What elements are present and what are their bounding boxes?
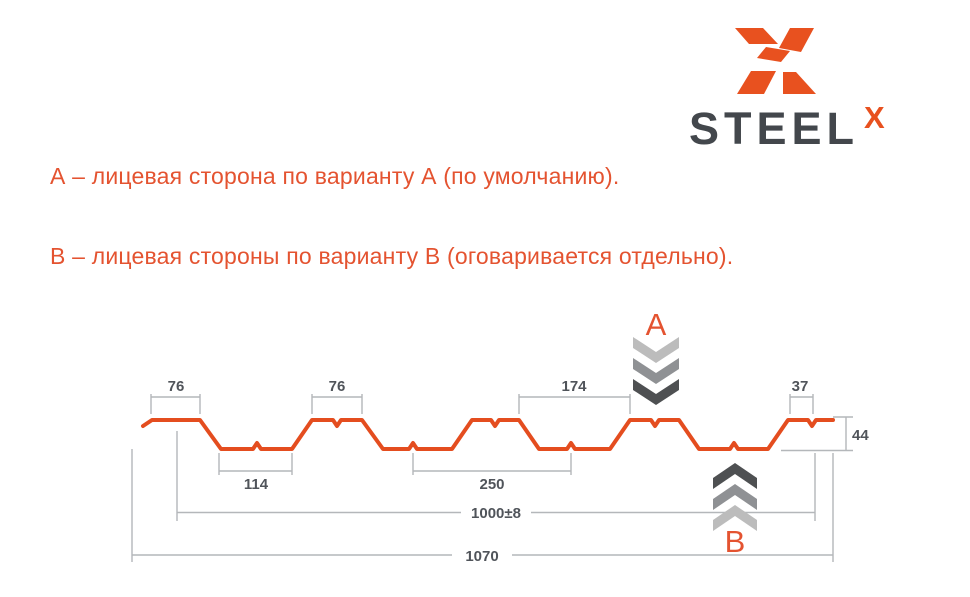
dim-valley: 114 bbox=[218, 453, 293, 493]
sheet-profile-outline bbox=[141, 418, 835, 451]
dim-pitch: 250 bbox=[412, 453, 572, 493]
variant-b-marker: В bbox=[713, 463, 757, 559]
variant-a-marker: А bbox=[633, 307, 679, 405]
dim-crest-mid: 76 bbox=[311, 378, 363, 414]
dim-crest-gap: 174 bbox=[518, 378, 631, 414]
brand-sup-x: X bbox=[864, 100, 885, 135]
variant-b-label: В bbox=[725, 524, 746, 559]
dim-label-valley: 114 bbox=[244, 476, 269, 493]
steelx-x-mark-icon bbox=[735, 28, 816, 94]
brand-name: STEEL bbox=[689, 103, 860, 154]
dim-label-crest-left: 76 bbox=[168, 378, 185, 395]
dim-label-edge-crest: 37 bbox=[792, 378, 809, 395]
variant-a-label: А bbox=[646, 307, 667, 342]
dim-height: 44 bbox=[781, 416, 869, 452]
dim-label-overall-width: 1070 bbox=[465, 548, 498, 565]
dim-label-crest-mid: 76 bbox=[329, 378, 346, 395]
dim-edge-crest: 37 bbox=[789, 378, 814, 414]
dim-overall-width: 1070 bbox=[131, 449, 834, 565]
dim-label-crest-gap: 174 bbox=[561, 378, 587, 395]
note-variant-a: А – лицевая сторона по варианту А (по ум… bbox=[50, 163, 620, 189]
note-variant-b: В – лицевая стороны по варианту В (огова… bbox=[50, 243, 734, 269]
variant-b-arrow-icon bbox=[713, 463, 757, 531]
variant-a-arrow-icon bbox=[633, 337, 679, 405]
dim-crest-left: 76 bbox=[150, 378, 201, 414]
dim-label-working-width: 1000±8 bbox=[471, 505, 521, 522]
steelx-logo: STEEL X bbox=[0, 0, 970, 160]
dim-label-pitch: 250 bbox=[479, 476, 504, 493]
dim-working-width: 1000±8 bbox=[176, 431, 816, 522]
dim-label-height: 44 bbox=[852, 427, 869, 444]
